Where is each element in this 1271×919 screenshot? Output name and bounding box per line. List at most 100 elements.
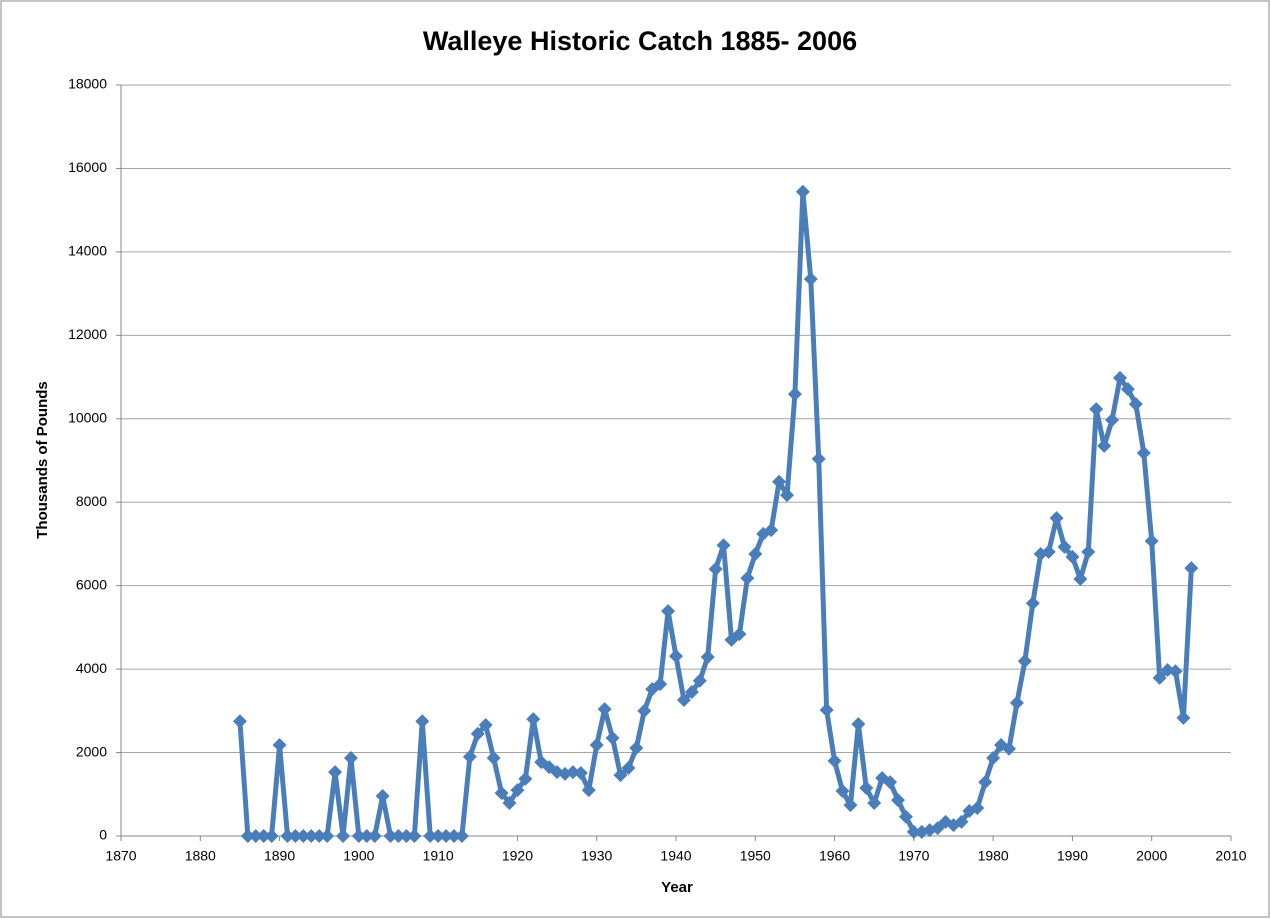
marker — [986, 750, 1001, 765]
marker — [1105, 413, 1120, 428]
marker — [1049, 511, 1064, 526]
marker — [883, 775, 898, 790]
marker — [772, 474, 787, 489]
marker — [351, 829, 366, 843]
marker — [232, 714, 247, 729]
marker — [1081, 544, 1096, 559]
x-tick-label: 2010 — [1215, 848, 1246, 864]
y-tick-label: 2000 — [76, 743, 107, 759]
marker — [454, 829, 469, 843]
marker — [661, 604, 676, 619]
y-axis-title: Thousands of Pounds — [34, 381, 51, 539]
marker — [843, 798, 858, 813]
marker — [415, 714, 430, 729]
marker — [304, 829, 319, 843]
x-tick-label: 1880 — [185, 848, 216, 864]
marker — [288, 829, 303, 843]
y-tick-label: 8000 — [76, 493, 107, 509]
marker — [589, 738, 604, 753]
marker — [1065, 549, 1080, 564]
marker — [637, 703, 652, 718]
x-tick-label: 1940 — [660, 848, 691, 864]
marker — [565, 765, 580, 780]
marker — [312, 829, 327, 843]
marker — [375, 788, 390, 803]
marker — [248, 829, 263, 843]
marker — [447, 829, 461, 843]
marker — [1025, 596, 1040, 611]
marker — [502, 796, 517, 811]
marker — [383, 829, 398, 843]
marker — [787, 387, 802, 402]
marker — [367, 829, 382, 843]
marker — [1097, 438, 1112, 453]
marker — [407, 829, 422, 843]
marker — [526, 712, 541, 727]
marker — [819, 702, 834, 717]
marker — [423, 829, 438, 843]
marker — [851, 717, 866, 732]
y-tick-label: 0 — [99, 827, 107, 843]
marker — [320, 829, 335, 843]
marker — [835, 783, 850, 798]
marker — [1002, 741, 1016, 756]
marker — [494, 786, 509, 801]
marker — [811, 451, 826, 466]
marker — [1152, 670, 1167, 685]
marker — [518, 771, 533, 786]
marker — [1113, 370, 1127, 385]
marker — [1120, 382, 1135, 397]
marker — [573, 765, 588, 780]
marker — [280, 829, 295, 843]
marker — [669, 649, 683, 664]
marker — [1089, 402, 1104, 417]
marker — [684, 685, 699, 700]
marker — [296, 829, 311, 843]
marker — [930, 821, 945, 836]
x-tick-label: 1970 — [898, 848, 929, 864]
marker — [1144, 534, 1159, 549]
y-tick-label: 10000 — [68, 409, 107, 425]
marker — [748, 546, 763, 561]
marker — [391, 829, 406, 843]
x-tick-label: 1900 — [343, 848, 374, 864]
marker — [740, 571, 755, 586]
marker — [1184, 561, 1199, 576]
marker — [795, 184, 810, 199]
marker — [328, 765, 343, 780]
marker — [891, 793, 905, 808]
x-tick-label: 1870 — [105, 848, 136, 864]
marker — [439, 829, 454, 843]
marker — [1128, 397, 1143, 412]
marker — [1073, 571, 1088, 586]
marker — [700, 650, 715, 665]
marker — [732, 627, 747, 642]
marker — [478, 718, 493, 733]
marker — [256, 829, 271, 843]
y-tick-label: 14000 — [68, 243, 107, 259]
marker — [780, 488, 794, 503]
y-tick-label: 16000 — [68, 159, 107, 175]
marker — [486, 750, 501, 765]
marker — [970, 801, 985, 816]
marker — [676, 692, 691, 707]
marker — [954, 814, 969, 829]
marker — [716, 538, 731, 553]
marker — [1017, 654, 1032, 669]
marker — [629, 740, 644, 755]
marker — [240, 829, 255, 843]
marker — [621, 760, 636, 775]
y-tick-label: 6000 — [76, 576, 107, 592]
marker — [653, 677, 668, 692]
marker — [510, 783, 525, 798]
marker — [343, 750, 358, 765]
x-tick-label: 1890 — [264, 848, 295, 864]
marker — [1176, 710, 1191, 725]
marker — [264, 829, 279, 843]
marker — [581, 783, 596, 798]
x-tick-label: 1990 — [1057, 848, 1088, 864]
x-tick-label: 1980 — [978, 848, 1009, 864]
marker — [597, 702, 612, 717]
